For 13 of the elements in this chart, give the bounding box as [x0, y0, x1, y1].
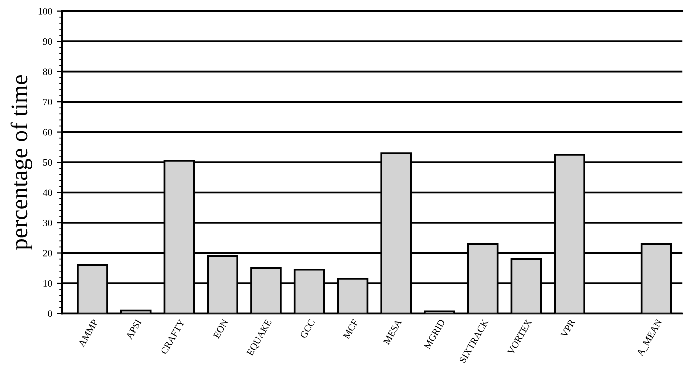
y-tick-label: 50	[43, 159, 52, 166]
y-tick-label: 0	[48, 310, 52, 318]
y-tick-label: 40	[43, 190, 52, 196]
y-tick-label: 80	[43, 68, 52, 76]
y-tick-label: 10	[44, 280, 52, 287]
y-tick-label: 20	[43, 250, 52, 257]
y-tick-label: 30	[43, 220, 52, 226]
x-tick-label: VPR	[560, 318, 576, 338]
y-tick-label: 90	[43, 38, 52, 46]
y-tick-label: 70	[44, 98, 52, 106]
y-tick-label: 100	[38, 8, 52, 15]
y-tick-label: 60	[43, 129, 52, 136]
y-axis-title: percentage of time	[10, 76, 33, 250]
